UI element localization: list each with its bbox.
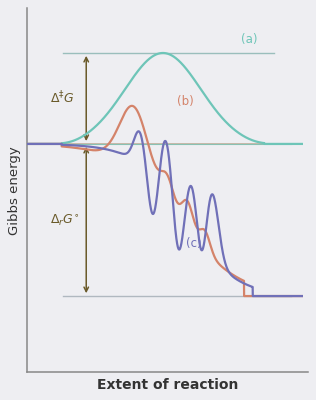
Text: (a): (a) [241, 33, 258, 46]
Text: $\Delta^{\ddagger}G$: $\Delta^{\ddagger}G$ [50, 90, 75, 107]
Text: (c): (c) [186, 237, 202, 250]
X-axis label: Extent of reaction: Extent of reaction [97, 378, 238, 392]
Text: (b): (b) [177, 94, 194, 108]
Text: $\Delta_r G^{\circ}$: $\Delta_r G^{\circ}$ [50, 212, 79, 228]
Y-axis label: Gibbs energy: Gibbs energy [8, 146, 21, 234]
